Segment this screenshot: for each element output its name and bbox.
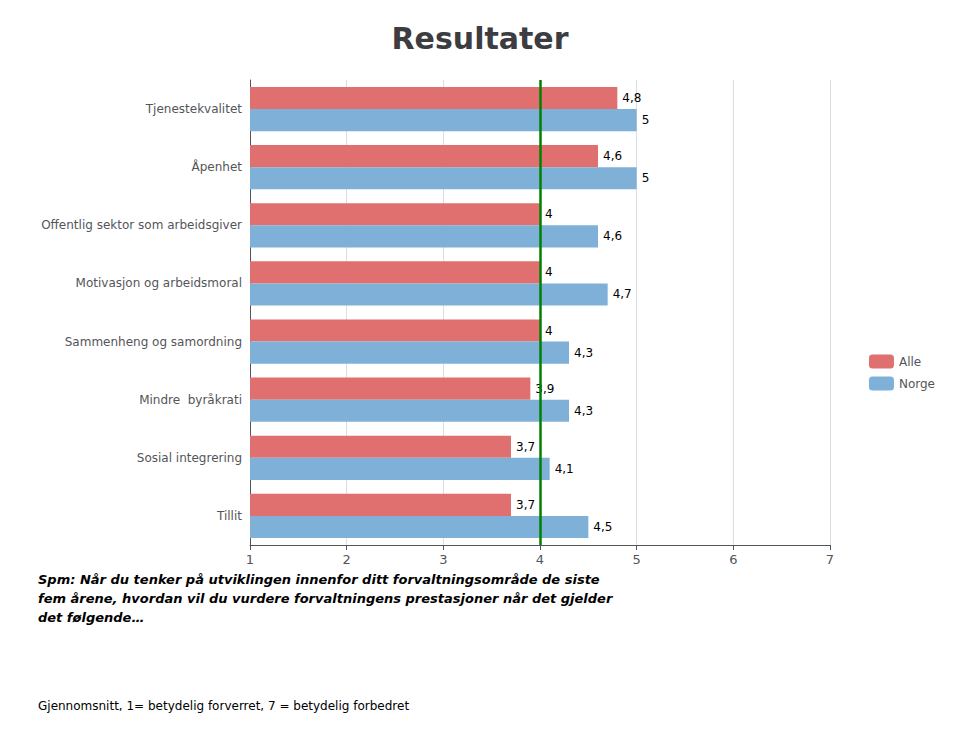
svg-text:2: 2 <box>343 552 351 567</box>
svg-text:4,3: 4,3 <box>574 346 593 360</box>
svg-text:Mindre byråkrati: Mindre byråkrati <box>139 393 242 407</box>
svg-text:3,9: 3,9 <box>535 382 554 396</box>
svg-text:4: 4 <box>545 207 553 221</box>
svg-text:Sammenheng og samordning: Sammenheng og samordning <box>65 335 242 349</box>
svg-text:5: 5 <box>633 552 641 567</box>
svg-text:Resultater: Resultater <box>391 21 568 56</box>
svg-text:Offentlig sektor som arbeidsgi: Offentlig sektor som arbeidsgiver <box>41 218 242 232</box>
svg-text:3: 3 <box>439 552 447 567</box>
svg-text:4,6: 4,6 <box>603 229 622 243</box>
svg-text:Norge: Norge <box>899 377 935 391</box>
svg-text:4,5: 4,5 <box>593 520 612 534</box>
svg-text:3,7: 3,7 <box>516 440 535 454</box>
svg-text:4,3: 4,3 <box>574 404 593 418</box>
svg-text:3,7: 3,7 <box>516 498 535 512</box>
svg-text:Tillit: Tillit <box>216 509 242 523</box>
svg-text:Alle: Alle <box>899 355 921 369</box>
svg-text:4,1: 4,1 <box>555 462 574 476</box>
svg-text:4,7: 4,7 <box>613 287 632 301</box>
svg-text:4: 4 <box>545 265 553 279</box>
svg-text:4: 4 <box>545 324 553 338</box>
svg-text:Motivasjon og arbeidsmoral: Motivasjon og arbeidsmoral <box>76 276 242 290</box>
svg-text:Åpenhet: Åpenhet <box>191 159 242 174</box>
svg-text:Tjenestekvalitet: Tjenestekvalitet <box>145 102 243 116</box>
svg-text:4: 4 <box>536 552 544 567</box>
svg-text:4,8: 4,8 <box>622 91 641 105</box>
svg-text:Gjennomsnitt, 1= betydelig for: Gjennomsnitt, 1= betydelig forverret, 7 … <box>38 699 409 713</box>
svg-text:7: 7 <box>826 552 834 567</box>
svg-text:Sosial integrering: Sosial integrering <box>137 451 242 465</box>
svg-text:6: 6 <box>729 552 737 567</box>
svg-text:5: 5 <box>642 171 650 185</box>
svg-text:fem årene, hvordan vil du vurd: fem årene, hvordan vil du vurdere forval… <box>38 591 614 606</box>
svg-text:4,6: 4,6 <box>603 149 622 163</box>
svg-text:1: 1 <box>246 552 254 567</box>
svg-text:Spm: Når du tenker på utviklin: Spm: Når du tenker på utviklingen innenf… <box>38 572 600 587</box>
svg-text:det følgende…: det følgende… <box>38 610 144 625</box>
svg-text:5: 5 <box>642 113 650 127</box>
